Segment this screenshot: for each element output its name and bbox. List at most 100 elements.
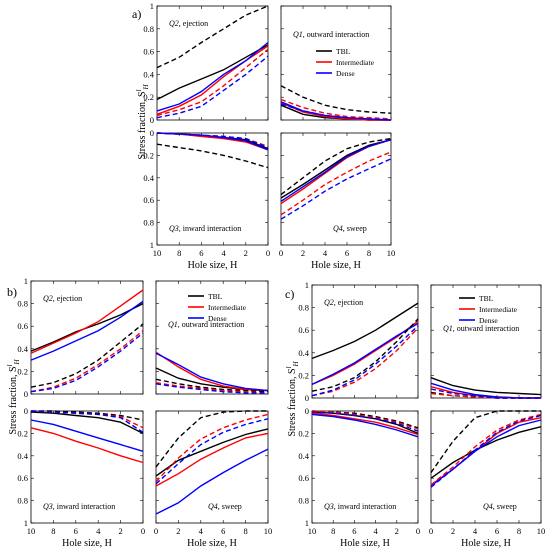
quadrant-label: Q1, outward interaction: [293, 30, 369, 39]
series-line-dense-dashed: [280, 103, 392, 121]
x-tick-label: 2: [118, 526, 122, 536]
quadrant-label: Q1, outward interaction: [168, 320, 244, 329]
legend: TBL Intermediate Dense: [316, 47, 375, 78]
y-tick-label: 0.4: [143, 173, 154, 183]
quadrant-q2: 0 0.2 0.4 0.6 0.8 1 Q2, ejection: [17, 276, 144, 399]
quadrant-q1: Q1, outward interaction: [155, 280, 269, 395]
y-tick-label: 0.2: [298, 370, 309, 380]
legend-entry: Dense: [208, 314, 227, 323]
x-tick-label: 4: [96, 526, 101, 536]
y-tick-label: 0.2: [298, 428, 309, 438]
legend-entry: Dense: [336, 69, 355, 78]
plot-frame: [156, 5, 269, 121]
x-axis-label: Hole size, H: [340, 538, 390, 549]
y-tick-label: 0: [305, 406, 309, 416]
series-line-intermediate-dashed: [156, 48, 269, 117]
y-tick-label: 0.4: [17, 344, 28, 354]
y-tick-label: 1: [150, 240, 154, 250]
x-tick-label: 0: [154, 526, 158, 536]
series-line-dense-dashed: [155, 418, 269, 485]
x-tick-label: 0: [429, 526, 433, 536]
x-axis-label: Hole size, H: [62, 538, 112, 549]
y-tick-label: 0.2: [143, 150, 154, 160]
y-tick-label: 0.2: [17, 366, 28, 376]
y-tick-label: 0.8: [298, 303, 309, 313]
x-tick-label: 4: [373, 526, 378, 536]
series-line-intermediate-dashed: [311, 410, 419, 430]
x-tick-label: 8: [367, 248, 371, 258]
plot-frame: [280, 132, 392, 246]
quadrant-q3: 0 0.2 0.4 0.6 0.8 110 8 6 4 2 0 Hole size, H Q3, inw…: [17, 406, 145, 549]
series-line-dense-solid: [155, 352, 269, 392]
y-tick-label: 0: [305, 393, 309, 403]
y-tick-label: 0.8: [298, 496, 309, 506]
series-line-dense-dashed: [156, 55, 269, 119]
quadrant-q4: 0 2 4 6 8 10 Hole size, H Q4, sweep: [279, 132, 395, 271]
legend-entry: Dense: [479, 316, 498, 325]
panel-0: a) 0 0.2 0.4 0.6 0.8 1 Q2, ejection Q1, outward …: [132, 1, 395, 271]
y-tick-label: 0.6: [17, 321, 28, 331]
y-axis-label: Stress fraction, SlH: [135, 84, 150, 160]
plot-frame: [156, 132, 269, 246]
plot-frame: [280, 5, 392, 121]
y-tick-label: 1: [24, 276, 28, 286]
quadrant-label: Q4, sweep: [483, 502, 517, 511]
x-tick-label: 2: [176, 526, 180, 536]
quadrant-label: Q3, inward interaction: [43, 502, 115, 511]
y-tick-label: 0.8: [143, 218, 154, 228]
series-line-dense-solid: [311, 322, 419, 386]
quadrant-label: Q1, outward interaction: [443, 324, 519, 333]
series-line-intermediate-dashed: [155, 413, 269, 483]
x-tick-label: 4: [473, 526, 478, 536]
x-tick-label: 10: [264, 526, 273, 536]
quadrant-q4: 0 2 4 6 8 10 Hole size, H Q4, sweep: [154, 410, 273, 549]
x-tick-label: 6: [345, 248, 349, 258]
series-line-intermediate-solid: [155, 432, 269, 487]
series-line-tbl-dashed: [31, 410, 144, 421]
y-tick-label: 0.8: [17, 299, 28, 309]
series-line-tbl-dashed: [280, 137, 392, 196]
quadrant-label: Q2, ejection: [43, 294, 82, 303]
x-axis-label: Hole size, H: [188, 260, 238, 271]
y-tick-label: 0.2: [17, 428, 28, 438]
series-line-tbl-solid: [430, 377, 542, 396]
series-line-dense-solid: [156, 41, 269, 112]
x-tick-label: 6: [495, 526, 499, 536]
plot-frame: [430, 410, 542, 524]
x-tick-label: 2: [301, 248, 305, 258]
quadrant-q1: Q1, outward interaction: [430, 284, 542, 399]
series-line-dense-solid: [280, 139, 392, 202]
panel-letter: b): [7, 285, 17, 299]
y-tick-label: 0.6: [298, 325, 309, 335]
x-axis-label: Hole size, H: [187, 538, 237, 549]
series-line-tbl-dashed: [280, 85, 392, 114]
x-tick-label: 6: [352, 526, 356, 536]
quadrant-q4: 0 2 4 6 8 10 Hole size, H Q4, sweep: [429, 410, 545, 549]
quadrant-label: Q4, sweep: [208, 502, 242, 511]
x-tick-label: 0: [141, 526, 145, 536]
x-axis-label: Hole size, H: [311, 260, 361, 271]
series-line-intermediate-solid: [311, 412, 419, 436]
plot-frame: [311, 284, 419, 399]
y-axis-label: Stress fraction, SlH: [285, 361, 300, 437]
series-line-tbl-solid: [280, 139, 392, 199]
series-line-tbl-solid: [156, 44, 269, 101]
x-tick-label: 4: [323, 248, 328, 258]
y-tick-label: 0.6: [143, 195, 154, 205]
series-line-intermediate-solid: [30, 427, 144, 464]
y-tick-label: 0.8: [143, 24, 154, 34]
quadrant-label: Q2, ejection: [169, 19, 208, 28]
x-tick-label: 2: [451, 526, 455, 536]
quadrant-label: Q2, ejection: [324, 298, 363, 307]
x-tick-label: 2: [244, 248, 248, 258]
series-line-tbl-dashed: [156, 143, 269, 169]
series-line-intermediate-dashed: [155, 382, 269, 394]
series-line-tbl-solid: [430, 426, 542, 479]
legend: TBL Intermediate Dense: [459, 294, 518, 325]
x-tick-label: 10: [27, 526, 36, 536]
series-line-tbl-dashed: [30, 323, 144, 388]
series-line-intermediate-dashed: [280, 151, 392, 216]
series-line-dense-solid: [30, 300, 144, 361]
series-line-intermediate-dashed: [311, 327, 419, 397]
series-line-dense-solid: [430, 419, 542, 487]
